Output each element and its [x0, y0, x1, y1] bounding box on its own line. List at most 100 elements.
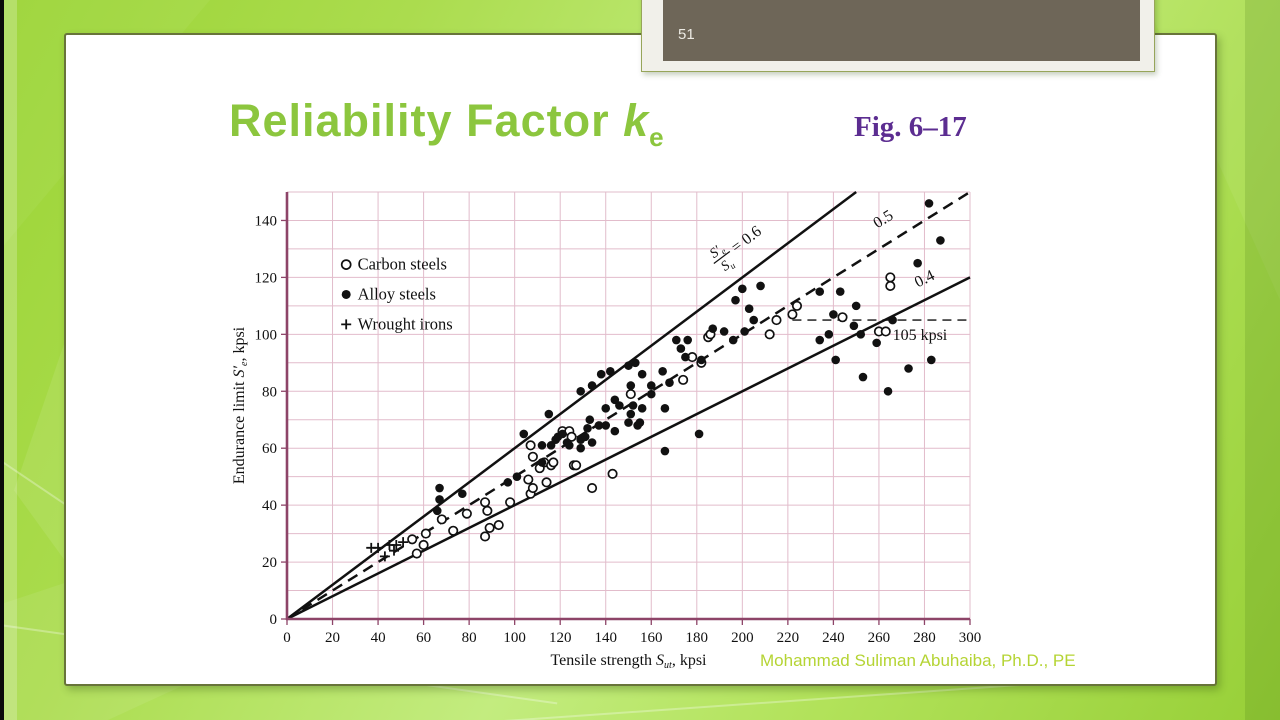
series-carbon-steels: [407, 272, 896, 559]
data-point: [610, 426, 620, 436]
data-point: [672, 335, 681, 345]
data-point: [835, 287, 845, 296]
data-point: [407, 534, 418, 545]
data-point: [824, 330, 834, 339]
data-point: [527, 483, 538, 494]
data-point: [856, 330, 866, 339]
data-point: [525, 440, 536, 451]
legend-label: Wrought irons: [358, 314, 453, 333]
x-tick-label: 120: [549, 630, 572, 646]
data-point: [740, 327, 749, 336]
svg-text:S′e: S′e: [707, 241, 728, 262]
slide-title: Reliability Factor ke: [229, 95, 665, 153]
data-point: [678, 374, 689, 385]
data-point: [432, 506, 442, 516]
data-point: [936, 236, 945, 245]
data-point: [815, 335, 825, 345]
x-tick-label: 220: [777, 630, 800, 646]
x-tick-label: 280: [913, 630, 936, 646]
data-point: [646, 389, 656, 399]
data-point: [926, 355, 936, 365]
data-point: [587, 381, 597, 390]
annotation-105-kpsi: 105 kpsi: [792, 319, 970, 344]
data-point: [566, 431, 577, 442]
bg-right-band: [1245, 0, 1280, 720]
data-point: [665, 378, 674, 388]
data-point: [537, 458, 547, 467]
data-point: [544, 409, 554, 419]
data-point: [571, 460, 582, 471]
data-point: [744, 304, 754, 314]
data-point: [883, 386, 893, 396]
data-point: [708, 324, 718, 333]
data-point: [565, 441, 574, 450]
data-point: [435, 495, 444, 504]
x-tick-label: 160: [640, 630, 663, 646]
author-credit: Mohammad Suliman Abuhaiba, Ph.D., PE: [760, 651, 1076, 670]
data-point: [493, 520, 504, 531]
data-point: [484, 522, 495, 533]
data-point: [872, 338, 881, 348]
data-point: [885, 280, 896, 291]
data-point: [587, 483, 598, 494]
y-axis-title: Endurance limit S′e, kpsi: [231, 326, 250, 484]
x-tick-label: 0: [283, 630, 291, 646]
ratio-line-label-0.4: 0.4: [912, 267, 937, 291]
data-point: [607, 468, 618, 479]
y-tick-label: 100: [255, 327, 278, 343]
data-point: [340, 259, 352, 270]
data-point: [505, 497, 516, 508]
series-alloy-steels: [432, 199, 945, 516]
slide-number: 51: [678, 26, 695, 43]
data-point: [660, 404, 670, 413]
data-point: [624, 361, 633, 370]
data-point: [624, 418, 633, 427]
data-point: [749, 315, 759, 325]
data-point: [635, 418, 645, 427]
chart-legend: Carbon steels Alloy steels Wrought irons: [340, 255, 453, 333]
data-point: [697, 355, 706, 365]
x-tick-label: 240: [822, 630, 845, 646]
data-point: [625, 389, 636, 400]
data-point: [448, 525, 459, 536]
data-point: [527, 451, 538, 462]
y-tick-label: 80: [262, 384, 277, 400]
ratio-line-label-0.6: S′eSu= 0.6: [707, 223, 765, 275]
data-point: [728, 335, 738, 345]
x-tick-label: 40: [371, 630, 386, 646]
data-point: [436, 514, 447, 525]
data-point: [482, 505, 493, 516]
bg-left-highlight: [4, 0, 17, 720]
x-tick-label: 20: [325, 630, 340, 646]
data-point: [587, 438, 597, 447]
data-point: [576, 386, 585, 396]
svg-text:= 0.6: = 0.6: [728, 223, 765, 256]
data-point: [628, 401, 638, 410]
legend-label: Carbon steels: [358, 255, 447, 274]
data-point: [626, 381, 636, 390]
data-point: [681, 352, 690, 362]
data-point: [658, 367, 667, 376]
data-point: [503, 478, 513, 487]
data-point: [815, 287, 825, 296]
x-tick-label: 180: [686, 630, 709, 646]
data-point: [605, 367, 615, 376]
data-point: [646, 381, 656, 390]
ratio-line-label-0.5: 0.5: [870, 207, 896, 232]
annotation-label: 105 kpsi: [893, 327, 948, 344]
data-point: [904, 364, 913, 373]
data-point: [851, 301, 861, 311]
slide-title-text: Reliability Factor: [229, 95, 624, 146]
data-point: [626, 409, 636, 419]
data-point: [837, 312, 848, 323]
data-point: [480, 531, 491, 542]
data-point: [738, 284, 747, 294]
data-point: [461, 508, 472, 519]
data-point: [637, 404, 647, 413]
svg-text:0.5: 0.5: [870, 207, 896, 232]
data-point: [683, 335, 692, 345]
data-point: [537, 441, 547, 450]
data-point: [341, 319, 352, 330]
y-tick-label: 0: [270, 612, 278, 628]
data-point: [523, 474, 534, 485]
